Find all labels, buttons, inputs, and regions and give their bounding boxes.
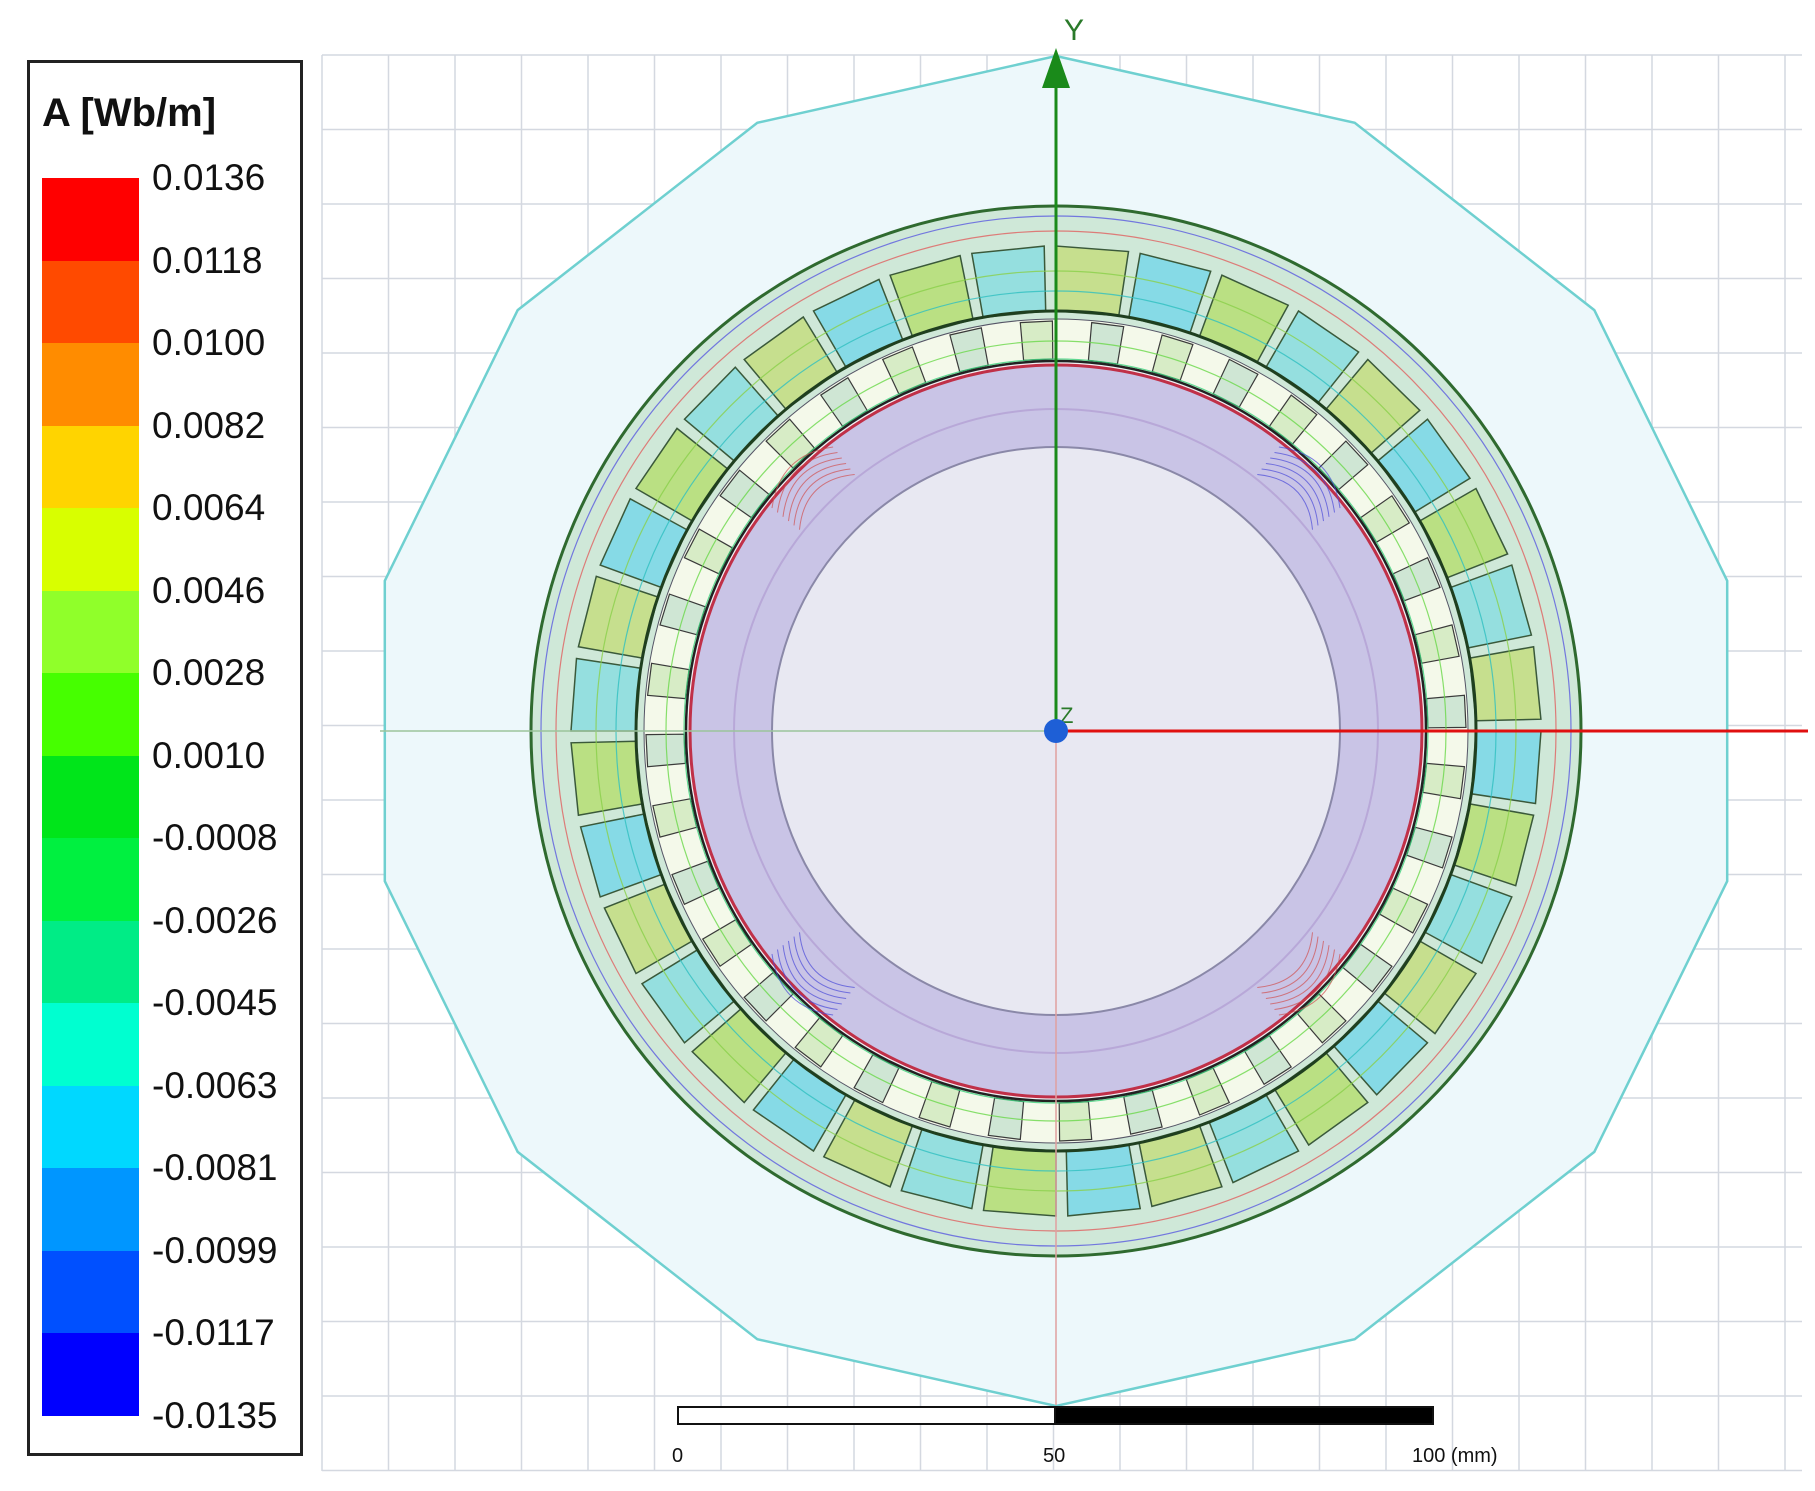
scale-bar: 0 50 100 (mm) <box>672 1406 1498 1467</box>
legend-label: -0.0081 <box>152 1147 278 1188</box>
legend-label: 0.0046 <box>152 569 266 611</box>
legend-swatch <box>42 1168 139 1251</box>
flux-contour <box>1261 936 1319 994</box>
stator-slot <box>1055 245 1130 317</box>
legend-label: -0.0063 <box>152 1064 278 1106</box>
legend-label: -0.0099 <box>152 1229 278 1271</box>
legend-swatch <box>42 1250 139 1334</box>
flux-contour <box>1270 945 1330 1005</box>
flux-contour <box>788 940 847 999</box>
legend-swatch <box>42 1085 139 1169</box>
stator-slot <box>1470 730 1542 805</box>
legend-swatch <box>42 838 139 921</box>
stator-slot <box>570 740 644 817</box>
legend-label: -0.0117 <box>152 1312 275 1353</box>
scale-bar-black-segment <box>1054 1406 1434 1425</box>
stator-slot <box>970 245 1047 319</box>
flux-contour <box>1257 474 1313 530</box>
color-legend: A [Wb/m] 0.0136 0.0118 0.0100 0.0082 0.0064 0… <box>27 60 303 1456</box>
flux-contour <box>1274 949 1335 1010</box>
stator-slot <box>1468 645 1542 722</box>
flux-contour <box>1278 953 1341 1016</box>
flux-contour <box>793 468 851 526</box>
flux-contour <box>788 463 847 522</box>
flux-contour <box>1261 468 1319 526</box>
flux-contour <box>1270 457 1330 517</box>
y-axis-label: Y <box>1064 14 1084 47</box>
legend-swatch <box>42 508 139 591</box>
legend-label: 0.0064 <box>152 487 266 528</box>
legend-label: 0.0100 <box>152 322 266 363</box>
scale-label-0: 0 <box>672 1445 683 1467</box>
legend-swatch <box>42 343 139 426</box>
legend-label: 0.0028 <box>152 652 266 693</box>
legend-label: -0.0008 <box>152 817 278 858</box>
legend-label: 0.0082 <box>152 404 266 446</box>
legend-title: A [Wb/m] <box>42 91 217 135</box>
stator-slot <box>982 1145 1057 1217</box>
legend-swatch <box>42 260 139 344</box>
flux-contour <box>1265 463 1324 522</box>
legend-label: -0.0026 <box>152 899 278 941</box>
legend-swatch <box>42 178 139 261</box>
stator-slot <box>1065 1143 1142 1217</box>
legend-swatch <box>42 755 139 839</box>
scale-label-50: 50 <box>1043 1445 1065 1467</box>
origin-marker <box>1044 719 1068 743</box>
flux-contour <box>1274 452 1335 513</box>
legend-swatch <box>42 425 139 509</box>
legend-swatch <box>42 1333 139 1416</box>
coordinate-axes: Y Z <box>380 14 1808 1405</box>
legend-swatch <box>42 590 139 674</box>
legend-label: -0.0135 <box>152 1394 278 1436</box>
legend-label: 0.0136 <box>152 157 266 198</box>
legend-label: 0.0010 <box>152 734 266 776</box>
stator-slot <box>570 657 642 732</box>
legend-swatch <box>42 1003 139 1086</box>
flux-contour <box>1278 446 1341 509</box>
flux-contour <box>771 446 834 509</box>
legend-swatch <box>42 673 139 756</box>
scale-label-100: 100 (mm) <box>1412 1445 1498 1467</box>
legend-swatch <box>42 920 139 1004</box>
flux-contour <box>799 932 855 988</box>
flux-contour <box>1257 932 1313 988</box>
flux-contour <box>782 457 842 517</box>
flux-contour <box>771 953 834 1016</box>
flux-contour <box>1265 940 1324 999</box>
flux-contour <box>777 452 838 513</box>
legend-label: 0.0118 <box>152 239 263 281</box>
y-axis-arrowhead <box>1042 48 1070 88</box>
legend-label: -0.0045 <box>152 982 278 1023</box>
scale-bar-white-segment <box>677 1406 1056 1425</box>
flux-contour <box>777 949 838 1010</box>
flux-contour <box>799 474 855 530</box>
flux-contour <box>793 936 851 994</box>
flux-contour <box>782 945 842 1005</box>
